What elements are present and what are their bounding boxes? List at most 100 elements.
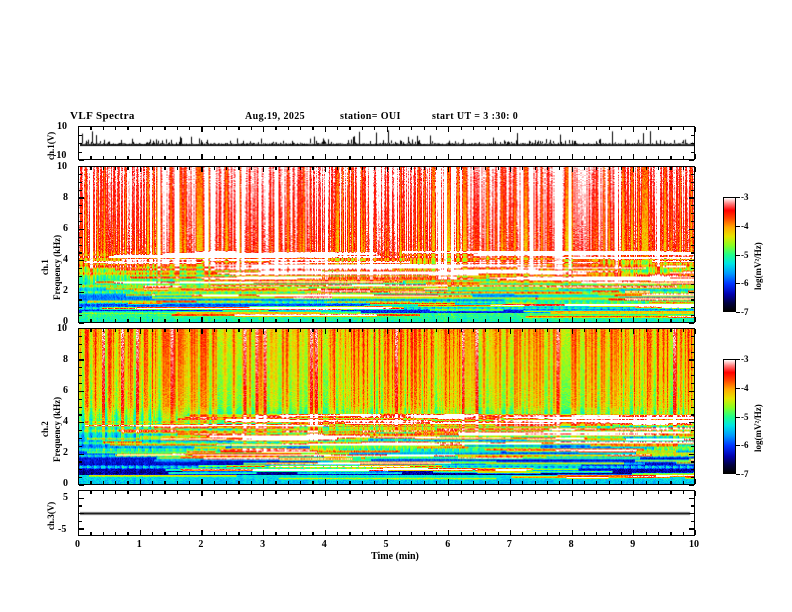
tick-mark (689, 160, 694, 162)
tick-mark (152, 532, 154, 535)
tick-mark (472, 156, 475, 159)
tick-mark (571, 154, 573, 159)
tick-mark (312, 481, 314, 484)
tick-mark (115, 319, 117, 322)
tick-mark (423, 491, 425, 494)
tick-mark (263, 127, 265, 132)
x-axis-tick-0: 0 (75, 539, 80, 550)
ch3-waveform-trace (79, 491, 694, 535)
ch2-spec-ytick-10: 10 (57, 323, 67, 334)
tick-mark (689, 390, 694, 392)
tick-mark (361, 167, 363, 170)
tick-mark (349, 532, 351, 535)
tick-mark (509, 167, 512, 172)
tick-mark (509, 491, 512, 496)
tick-mark (448, 479, 450, 484)
tick-mark (608, 329, 610, 332)
tick-mark (349, 329, 351, 332)
tick-mark (90, 319, 92, 322)
tick-mark (398, 127, 401, 130)
tick-mark (689, 260, 694, 262)
x-axis-tick-6: 6 (445, 539, 451, 550)
tick-mark (691, 307, 694, 309)
colorbar-tick (736, 359, 740, 361)
tick-mark (250, 127, 252, 130)
tick-mark (324, 317, 326, 322)
tick-mark (300, 127, 302, 130)
tick-mark (386, 479, 388, 484)
tick-mark (633, 317, 635, 322)
tick-mark (78, 317, 80, 322)
tick-mark (583, 491, 586, 494)
tick-mark (263, 317, 265, 322)
tick-mark (201, 167, 203, 172)
ch1-spec-axis-title-frequency: Frequency (kHz) (52, 234, 62, 300)
tick-mark (398, 156, 401, 159)
tick-mark (152, 491, 154, 494)
tick-mark (312, 319, 314, 322)
tick-mark (139, 317, 141, 322)
tick-mark (682, 491, 684, 494)
tick-mark (386, 329, 388, 334)
ch1-spec-ytick-0: 0 (63, 316, 68, 327)
tick-mark (691, 520, 694, 522)
tick-mark (633, 154, 635, 159)
tick-mark (263, 167, 265, 172)
tick-mark (398, 532, 401, 535)
tick-mark (79, 414, 82, 416)
tick-mark (189, 329, 191, 332)
tick-mark (691, 398, 694, 400)
tick-mark (300, 319, 302, 322)
tick-mark (213, 156, 215, 159)
tick-mark (250, 481, 252, 484)
tick-mark (324, 167, 326, 172)
tick-mark (79, 453, 84, 455)
ch2-spec-ytick-4: 4 (63, 416, 68, 427)
tick-mark (79, 485, 84, 487)
tick-mark (238, 481, 240, 484)
colorbar-tick (736, 474, 740, 476)
observation-date: Aug.19, 2025 (245, 111, 306, 122)
tick-mark (189, 156, 191, 159)
tick-mark (79, 181, 82, 183)
tick-mark (361, 532, 363, 535)
tick-mark (349, 491, 351, 494)
tick-mark (694, 479, 696, 484)
tick-mark (189, 491, 191, 494)
ch2-spec-ytick-8: 8 (63, 354, 68, 365)
tick-mark (275, 167, 277, 170)
tick-mark (691, 205, 694, 207)
tick-mark (670, 156, 672, 159)
tick-mark (79, 260, 84, 262)
tick-mark (645, 167, 647, 170)
tick-mark (689, 291, 694, 293)
tick-mark (435, 319, 438, 322)
tick-mark (324, 491, 326, 496)
tick-mark (689, 497, 694, 499)
ch1-spec-ytick-4: 4 (63, 254, 68, 265)
tick-mark (571, 127, 573, 132)
tick-mark (79, 126, 84, 128)
tick-mark (435, 329, 438, 332)
tick-mark (127, 532, 129, 535)
tick-mark (79, 205, 82, 207)
tick-mark (645, 329, 647, 332)
tick-mark (691, 505, 694, 507)
tick-mark (691, 469, 694, 471)
tick-mark (79, 382, 82, 385)
tick-mark (689, 513, 694, 515)
tick-mark (633, 167, 635, 172)
tick-mark (620, 491, 623, 494)
colorbar-tick-label--6: -6 (741, 278, 749, 289)
tick-mark (571, 317, 573, 322)
tick-mark (546, 532, 549, 535)
tick-mark (250, 329, 252, 332)
tick-mark (485, 156, 487, 159)
tick-mark (472, 532, 475, 535)
tick-mark (189, 167, 191, 170)
tick-mark (448, 530, 450, 535)
tick-mark (386, 127, 388, 132)
tick-mark (127, 319, 129, 322)
tick-mark (79, 236, 82, 238)
tick-mark (349, 319, 351, 322)
